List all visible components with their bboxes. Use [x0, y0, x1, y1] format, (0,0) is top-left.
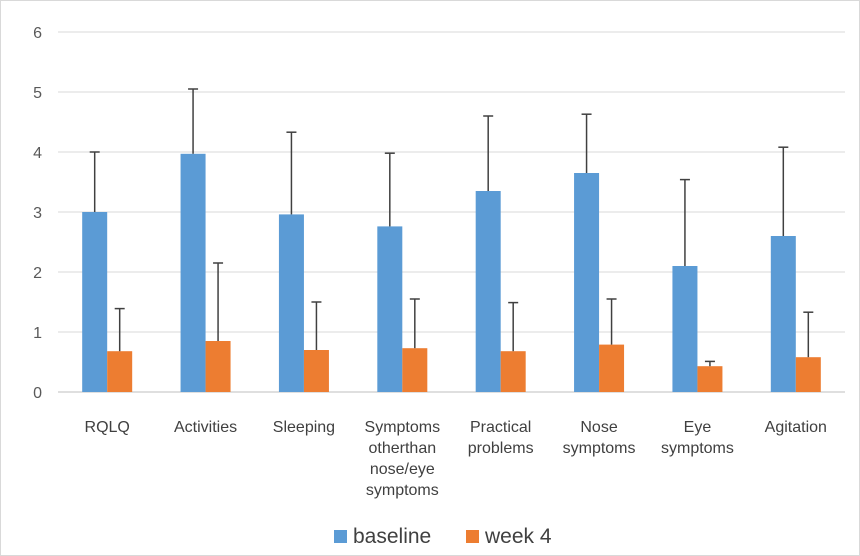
- x-tick-label-line: Nose: [580, 419, 617, 436]
- y-tick-label: 6: [33, 25, 42, 42]
- bar-baseline-6: [672, 266, 698, 392]
- x-tick-label-line: otherthan: [369, 440, 437, 457]
- x-tick-label: Sleeping: [273, 419, 335, 436]
- bar-baseline-0: [82, 212, 108, 392]
- x-tick-label-line: symptoms: [563, 440, 636, 457]
- legend-swatch-week-4: [466, 530, 479, 543]
- legend-label-baseline: baseline: [353, 525, 431, 548]
- bar-baseline-5: [574, 173, 600, 392]
- x-tick-label-line: Activities: [174, 419, 237, 436]
- x-tick-label-line: nose/eye: [370, 461, 435, 478]
- x-tick-label-line: RQLQ: [85, 419, 130, 436]
- x-tick-label-line: Agitation: [765, 419, 827, 436]
- y-tick-label: 3: [33, 205, 42, 222]
- y-tick-label: 0: [33, 385, 42, 402]
- x-tick-label-line: symptoms: [366, 482, 439, 499]
- x-tick-label-line: Practical: [470, 419, 531, 436]
- x-tick-label: Practical problems: [468, 419, 534, 457]
- x-tick-label-line: problems: [468, 440, 534, 457]
- y-tick-label: 2: [33, 265, 42, 282]
- bar-week-4-1: [205, 341, 231, 392]
- x-tick-label: Symptoms otherthan nose/eye symptoms: [365, 419, 441, 499]
- legend-label-week-4: week 4: [484, 525, 552, 548]
- x-tick-label-line: Symptoms: [365, 419, 441, 436]
- bar-week-4-0: [107, 351, 133, 392]
- bar-baseline-4: [475, 191, 501, 392]
- bar-week-4-7: [795, 357, 821, 392]
- bar-baseline-3: [377, 226, 403, 392]
- y-tick-label: 4: [33, 145, 42, 162]
- legend-swatch-baseline: [334, 530, 347, 543]
- bar-baseline-7: [770, 236, 796, 392]
- x-tick-label: RQLQ: [85, 419, 130, 436]
- bar-week-4-5: [599, 344, 625, 392]
- bar-week-4-4: [500, 351, 526, 392]
- x-tick-label: Activities: [174, 419, 237, 436]
- bar-week-4-3: [402, 348, 428, 392]
- bar-baseline-1: [180, 153, 206, 392]
- bar-baseline-2: [278, 214, 304, 392]
- x-tick-label-line: Sleeping: [273, 419, 335, 436]
- x-tick-label: Eye symptoms: [661, 419, 734, 457]
- x-tick-label: Agitation: [765, 419, 827, 436]
- bar-week-4-6: [697, 366, 723, 392]
- bar-week-4-2: [303, 350, 329, 392]
- x-tick-label: Nose symptoms: [563, 419, 636, 457]
- x-tick-label-line: symptoms: [661, 440, 734, 457]
- x-tick-label-line: Eye: [684, 419, 712, 436]
- y-tick-label: 5: [33, 85, 42, 102]
- y-tick-label: 1: [33, 325, 42, 342]
